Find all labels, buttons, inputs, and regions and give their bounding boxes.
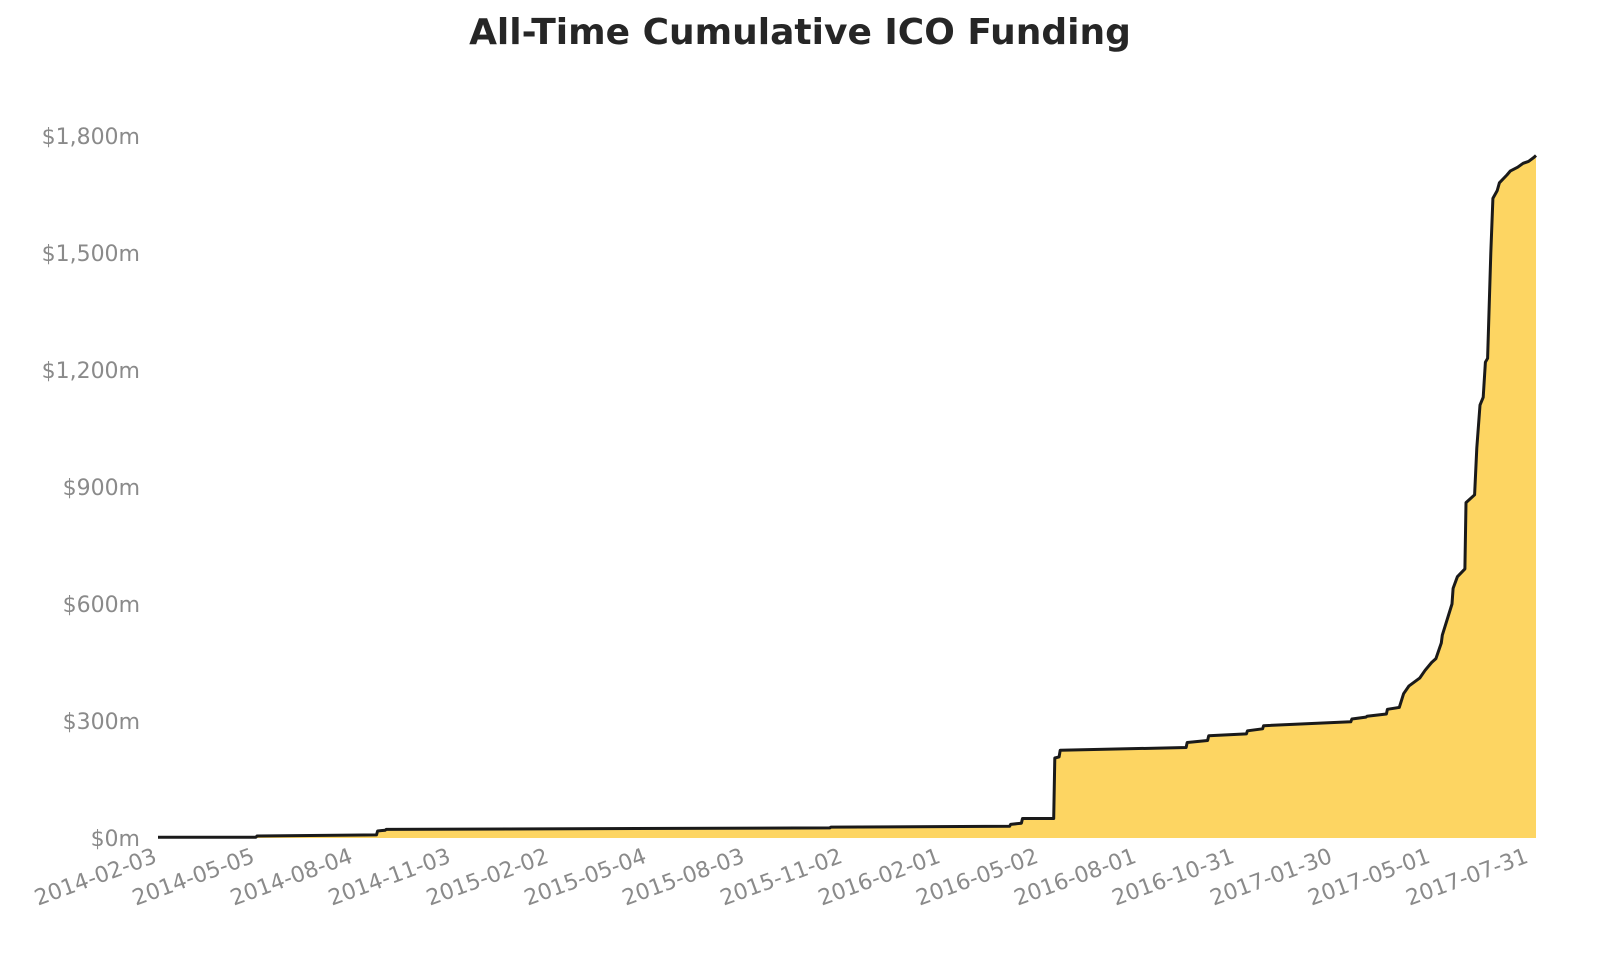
y-axis: $0m $300m $600m $900m $1,200m $1,500m $1,800m [42,125,140,852]
y-tick-label: $0m [91,827,140,852]
y-tick-label: $300m [63,710,140,735]
y-tick-label: $1,800m [42,125,140,150]
y-tick-label: $1,500m [42,242,140,267]
area-fill [158,155,1536,838]
y-tick-label: $600m [63,593,140,618]
plot-area [158,154,1538,839]
chart-title: All-Time Cumulative ICO Funding [469,12,1131,53]
y-tick-label: $900m [63,476,140,501]
y-tick-label: $1,200m [42,359,140,384]
x-axis: 2014-02-032014-05-052014-08-042014-11-03… [31,844,1531,911]
cumulative-funding-line [158,154,1538,839]
